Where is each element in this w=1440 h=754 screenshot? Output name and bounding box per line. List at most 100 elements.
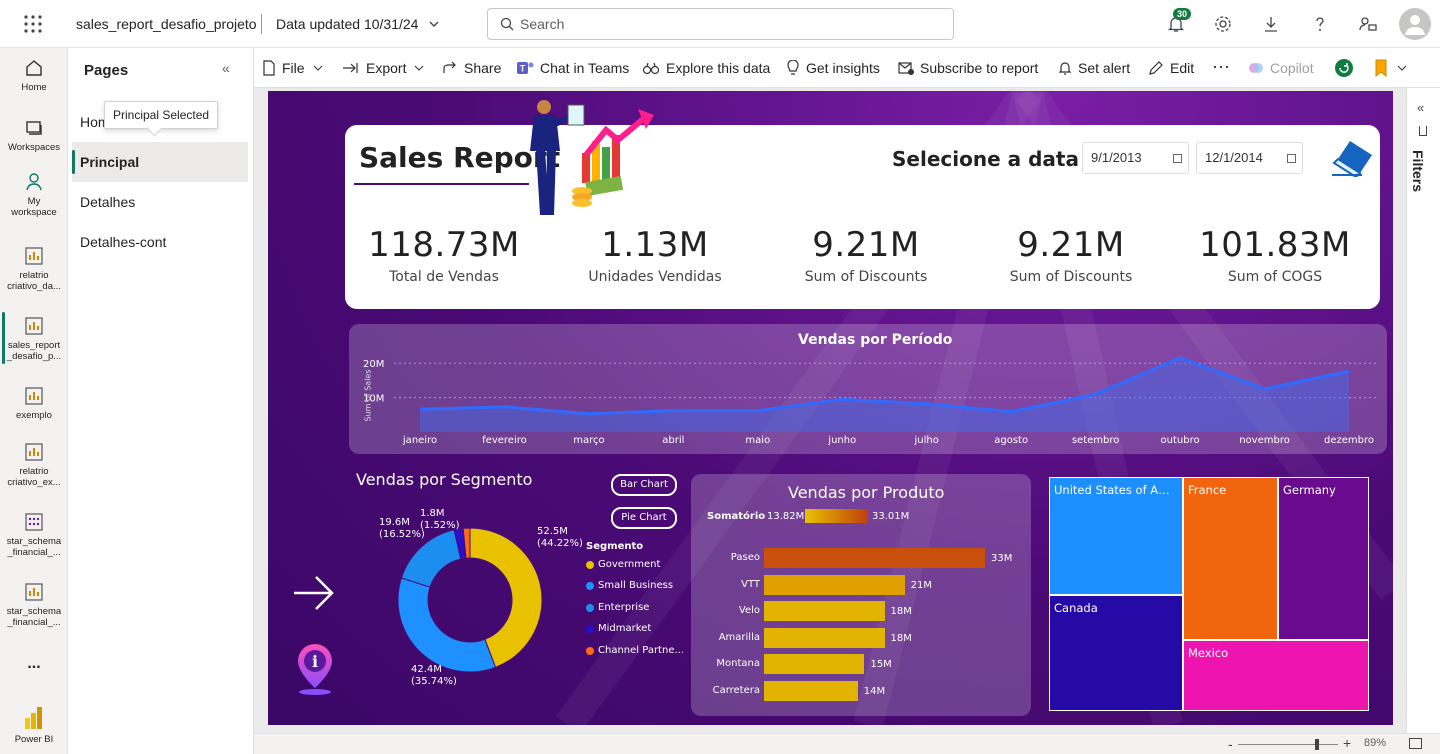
subscribe-button[interactable]: Subscribe to report [898,60,1038,76]
bar-carretera[interactable] [764,681,858,701]
nav-exemplo[interactable]: exemplo [0,386,68,421]
filter-funnel-icon [1419,126,1427,136]
legend-enterprise[interactable]: Enterprise [586,602,649,613]
nav-relatrio-criativo-ex[interactable]: relatrio criativo_ex... [0,442,68,488]
powerbi-brand[interactable]: Power BI [0,706,68,745]
treemap-germany[interactable]: Germany [1278,477,1369,640]
nav-star-schema-2[interactable]: star_schema _financial_... [0,582,68,628]
pie-chart-button[interactable]: Pie Chart [611,507,677,529]
bar-paseo[interactable] [764,548,985,568]
bar-amarilla[interactable] [764,627,885,648]
fit-page-icon[interactable] [1409,738,1422,749]
zoom-slider-thumb[interactable] [1315,739,1319,750]
copilot-button[interactable]: Copilot [1248,60,1314,76]
report-name[interactable]: sales_report_desafio_projeto [76,16,257,32]
end-date-input[interactable]: 12/1/2014 [1196,142,1303,174]
file-menu[interactable]: File [262,60,329,76]
page-detalhes-cont[interactable]: Detalhes-cont [80,234,167,250]
alert-bell-icon [1058,62,1072,75]
bookmark-icon[interactable] [1374,58,1388,78]
set-alert-button[interactable]: Set alert [1058,60,1130,76]
search-input[interactable] [520,14,940,34]
donut-label-government: 52.5M (44.22%) [537,526,583,549]
calendar-icon[interactable] [1173,154,1182,163]
more-options-button[interactable]: ··· [1212,56,1230,76]
nav-active-indicator [2,312,5,364]
nav-star-schema-1[interactable]: star_schema _financial_... [0,512,68,558]
legend-channel-partners[interactable]: Channel Partne... [586,645,684,656]
bar-label-paseo: Paseo [730,552,760,563]
nav-home[interactable]: Home [0,58,68,93]
x-tick-abril: abril [662,435,685,446]
line-chart-card[interactable] [349,324,1387,454]
nav-more-button[interactable]: ... [27,655,41,672]
page-detalhes[interactable]: Detalhes [80,194,136,210]
copilot-icon [1249,63,1263,73]
nav-workspaces[interactable]: Workspaces [0,118,68,153]
data-updated-label[interactable]: Data updated 10/31/24 [276,16,419,32]
x-tick-julho: julho [914,435,939,446]
sales-area [420,357,1349,432]
chevron-down-icon[interactable] [1397,63,1407,73]
treemap-mexico[interactable]: Mexico [1183,640,1369,711]
get-insights-button[interactable]: Get insights [786,60,880,76]
segment-donut-chart [397,527,543,673]
download-icon[interactable] [1261,14,1281,34]
calendar-icon[interactable] [1287,154,1296,163]
filters-label[interactable]: Filters [1410,150,1426,193]
start-date-input[interactable]: 9/1/2013 [1082,142,1189,174]
settings-gear-icon[interactable] [1213,14,1233,34]
expand-filters-icon[interactable]: « [1417,100,1425,115]
refresh-icon[interactable] [1334,58,1354,78]
explore-data-button[interactable]: Explore this data [642,60,770,76]
info-pin-icon[interactable]: i [292,642,338,696]
nav-relatrio-criativo-da[interactable]: relatrio criativo_da... [0,246,68,292]
filters-pane[interactable]: « [1406,88,1440,733]
chevron-down-icon [415,65,424,71]
x-tick-junho: junho [828,435,857,446]
edit-button[interactable]: Edit [1148,60,1194,76]
page-principal[interactable]: Principal [72,142,248,182]
avatar[interactable] [1399,8,1431,40]
legend-small-business[interactable]: Small Business [586,580,673,591]
arrow-right-icon[interactable] [292,573,336,613]
report-icon [25,317,43,335]
nav-sales-report[interactable]: sales_report _desafio_p... [0,316,68,362]
kpi-total-vendas: 118.73M Total de Vendas [368,225,520,285]
chat-in-teams-button[interactable]: T Chat in Teams [516,60,629,76]
chevron-down-icon[interactable] [428,18,440,30]
nav-my-workspace[interactable]: My workspace [0,172,68,218]
search-box[interactable] [487,8,954,40]
bar-value-velo: 18M [890,606,912,618]
teams-icon: T [517,62,534,74]
legend-government[interactable]: Government [586,559,660,570]
segment-chart-title: Vendas por Segmento [356,470,533,489]
zoom-slider-track[interactable] [1238,744,1338,745]
zoom-in-button[interactable]: + [1343,735,1352,751]
donut-label-small-business: 42.4M (35.74%) [411,664,457,687]
help-icon[interactable] [1310,14,1330,34]
feedback-icon[interactable] [1358,14,1378,34]
export-menu[interactable]: Export [342,60,430,76]
app-launcher-icon[interactable] [22,13,44,35]
bar-velo[interactable] [764,601,885,622]
collapse-pages-icon[interactable]: « [222,60,230,76]
bar-montana[interactable] [764,654,865,675]
bar-chart-button[interactable]: Bar Chart [611,474,677,496]
eraser-icon[interactable] [1330,137,1376,177]
left-navigation: Home Workspaces My workspace relatrio cr… [0,48,68,754]
bar-vtt[interactable] [764,574,905,595]
share-button[interactable]: Share [442,60,501,76]
somatorio-min: 13.82M [767,511,805,522]
treemap-canada[interactable]: Canada [1049,595,1183,711]
treemap-usa[interactable]: United States of Amer... [1049,477,1183,595]
bar-label-amarilla: Amarilla [718,631,760,643]
zoom-out-button[interactable]: - [1228,736,1233,752]
y-tick-20M: 20M [363,359,384,370]
treemap-france[interactable]: France [1183,477,1278,640]
lightbulb-icon [787,60,799,75]
bar-value-vtt: 21M [910,579,932,591]
legend-midmarket[interactable]: Midmarket [586,623,651,634]
x-tick-agosto: agosto [994,435,1029,446]
top-bar: sales_report_desafio_projeto Data update… [0,0,1440,48]
